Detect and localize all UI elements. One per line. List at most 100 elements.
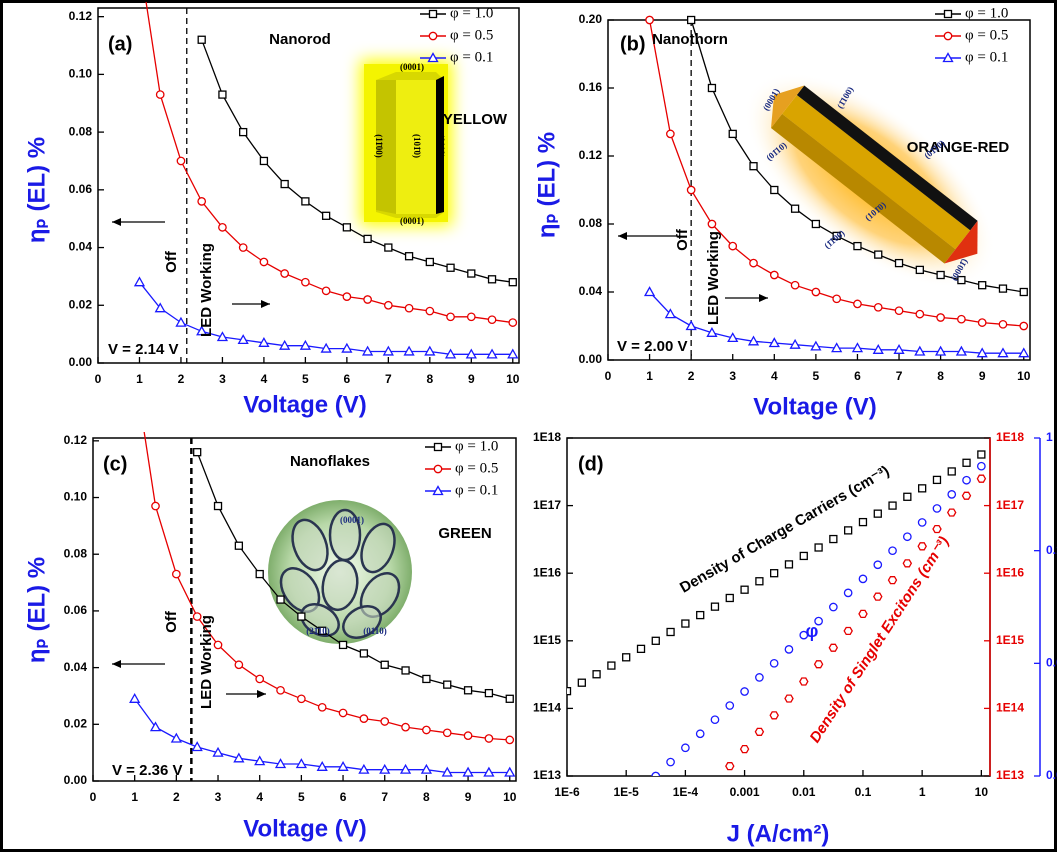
inset-title: Nanoflakes <box>290 453 370 470</box>
data-point <box>402 667 409 674</box>
data-point <box>339 709 346 716</box>
y-tick-label: 0.12 <box>579 148 603 162</box>
y-tick-label: 0.06 <box>69 182 93 196</box>
legend-label: φ = 1.0 <box>450 5 493 21</box>
data-point <box>999 285 1006 292</box>
legend-label: φ = 0.5 <box>965 27 1008 43</box>
data-point <box>1020 289 1027 296</box>
plot-frame <box>567 438 990 776</box>
inset-label: (101̄0) <box>412 134 422 158</box>
y2-tick-label: 1E17 <box>996 498 1024 512</box>
data-point <box>360 650 367 657</box>
data-point <box>875 304 882 311</box>
x-tick-label: 4 <box>256 790 263 804</box>
x-tick-label: 9 <box>465 790 472 804</box>
data-point <box>904 493 911 500</box>
data-point <box>423 726 430 733</box>
data-point <box>219 224 226 231</box>
legend-marker <box>944 32 951 39</box>
data-point <box>173 570 180 577</box>
data-point <box>815 544 822 551</box>
data-point <box>682 744 689 751</box>
data-point <box>235 542 242 549</box>
on-label: LED Working <box>198 243 215 337</box>
data-point <box>830 536 837 543</box>
y-tick-label: 0.08 <box>69 124 93 138</box>
x-tick-label: 5 <box>298 790 305 804</box>
inset-label: (21̄10) <box>306 626 330 636</box>
y-tick-label: 1E18 <box>533 430 561 444</box>
x-tick-label: 6 <box>340 790 347 804</box>
data-point <box>829 644 837 651</box>
y-tick-label: 0.08 <box>64 546 88 560</box>
y-tick-label: 1E15 <box>533 633 561 647</box>
arrow-head <box>261 300 270 308</box>
x-tick-label: 2 <box>173 790 180 804</box>
data-point <box>343 224 350 231</box>
data-point <box>918 519 925 526</box>
x-tick-label: 10 <box>506 372 520 386</box>
legend-label: φ = 0.1 <box>965 49 1008 65</box>
x-tick-label: 3 <box>215 790 222 804</box>
y-tick-label: 0.04 <box>579 284 603 298</box>
data-point <box>756 674 763 681</box>
data-point <box>963 459 970 466</box>
data-point <box>364 296 371 303</box>
data-point <box>750 259 757 266</box>
data-point <box>157 91 164 98</box>
data-point <box>845 527 852 534</box>
x-tick-label: 10 <box>503 790 517 804</box>
data-point <box>198 36 205 43</box>
x-tick-label: 1 <box>646 369 653 383</box>
data-point <box>933 505 940 512</box>
off-label: Off <box>163 250 180 273</box>
y-tick-label: 1E16 <box>533 565 561 579</box>
color-label: GREEN <box>438 525 491 542</box>
data-point <box>277 687 284 694</box>
data-point <box>741 746 749 753</box>
legend-label: φ = 0.1 <box>450 49 493 65</box>
x-tick-label: 1E-4 <box>673 785 699 799</box>
x-tick-label: 7 <box>896 369 903 383</box>
data-point <box>979 282 986 289</box>
data-point <box>323 212 330 219</box>
data-point <box>340 641 347 648</box>
x-tick-label: 0 <box>95 372 102 386</box>
data-point <box>800 552 807 559</box>
x-tick-label: 1 <box>919 785 926 799</box>
data-point <box>708 85 715 92</box>
data-point <box>256 571 263 578</box>
arrow-head <box>112 218 121 226</box>
data-point <box>815 661 823 668</box>
y-tick-label: 0.12 <box>64 433 88 447</box>
inset-label: (0001) <box>400 216 424 226</box>
x-tick-label: 8 <box>423 790 430 804</box>
data-point <box>726 702 733 709</box>
y-tick-label: 0.00 <box>579 352 603 366</box>
data-point <box>593 671 600 678</box>
data-point <box>468 270 475 277</box>
data-point <box>652 772 659 779</box>
legend-marker <box>434 465 441 472</box>
data-point <box>948 491 955 498</box>
data-point <box>464 732 471 739</box>
data-point <box>485 690 492 697</box>
y2-tick-label: 1E15 <box>996 633 1024 647</box>
y-tick-label: 0.12 <box>69 9 93 23</box>
y2-tick-label: 1E13 <box>996 768 1024 782</box>
data-point <box>726 763 734 770</box>
data-point <box>750 163 757 170</box>
data-point <box>948 468 955 475</box>
data-point <box>578 679 585 686</box>
x-tick-label: 0.01 <box>792 785 816 799</box>
on-label: LED Working <box>198 615 215 709</box>
data-point <box>833 295 840 302</box>
data-point <box>667 628 674 635</box>
x-tick-label: 5 <box>302 372 309 386</box>
data-point <box>646 16 653 23</box>
x-tick-label: 2 <box>688 369 695 383</box>
data-point <box>688 17 695 24</box>
data-point <box>468 313 475 320</box>
threshold-label: V = 2.14 V <box>108 341 178 358</box>
arrow-head <box>759 294 768 302</box>
